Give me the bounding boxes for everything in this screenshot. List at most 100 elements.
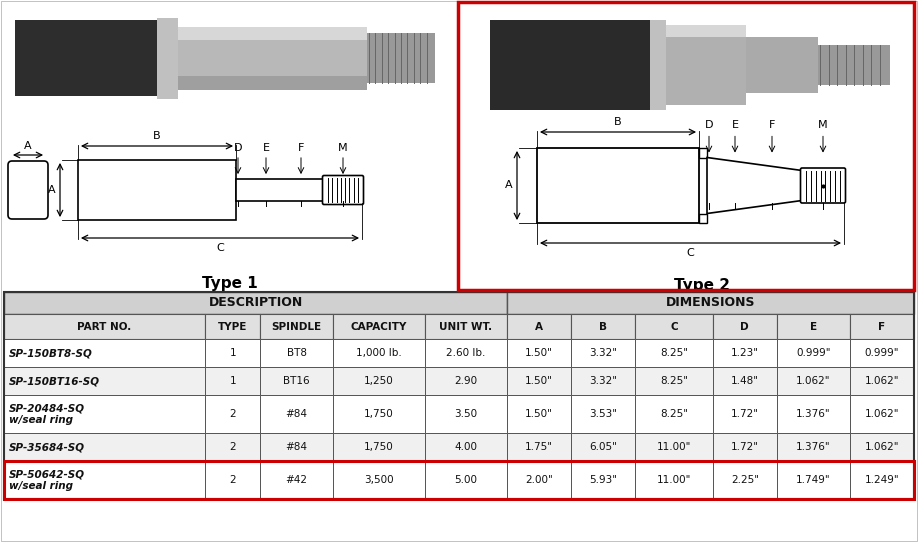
Text: 1.749": 1.749" [796,475,831,485]
Bar [15,20,157,96]
Bar [333,395,425,433]
Text: 1: 1 [230,376,236,386]
Text: SP-35684-SQ: SP-35684-SQ [9,442,85,452]
Bar [425,367,507,395]
Text: 1: 1 [230,348,236,358]
Text: 3.50: 3.50 [454,409,477,419]
Text: 2.00": 2.00" [525,475,553,485]
Text: M: M [818,120,828,131]
FancyBboxPatch shape [322,176,364,204]
Bar [635,433,712,461]
Bar [4,461,914,499]
Text: 1.75": 1.75" [525,442,553,452]
Text: UNIT WT.: UNIT WT. [440,321,492,332]
Bar [635,395,712,433]
Text: BT8: BT8 [286,348,307,358]
Bar [699,148,707,158]
Text: 2.90: 2.90 [454,376,477,386]
Bar [635,461,712,499]
Text: 3.32": 3.32" [589,376,617,386]
Text: TYPE: TYPE [218,321,247,332]
Text: #42: #42 [285,475,308,485]
Bar [178,27,367,40]
Text: SP-50642-SQ
w/seal ring: SP-50642-SQ w/seal ring [9,469,85,491]
Bar [4,395,206,433]
Bar [425,339,507,367]
Text: PART NO.: PART NO. [77,321,131,332]
Bar [157,17,178,99]
Bar [178,76,367,89]
Text: D: D [705,120,713,131]
Bar [712,339,777,367]
Text: 1.376": 1.376" [796,442,831,452]
Text: Type 2: Type 2 [674,278,730,293]
Text: 6.05": 6.05" [589,442,617,452]
Text: 1.062": 1.062" [865,442,900,452]
Bar [537,148,699,223]
Bar [850,433,914,461]
Text: 3.32": 3.32" [589,348,617,358]
Text: 2: 2 [230,442,236,452]
Text: 1,250: 1,250 [364,376,394,386]
Bar [333,433,425,461]
Text: 0.999": 0.999" [796,348,831,358]
Text: 1.72": 1.72" [731,409,759,419]
Text: SP-150BT8-SQ: SP-150BT8-SQ [9,348,93,358]
Text: 2: 2 [230,475,236,485]
Bar [4,292,914,499]
Text: D: D [234,143,242,153]
Bar [178,27,367,89]
Text: M: M [338,143,348,153]
Text: #84: #84 [285,409,308,419]
Bar [777,367,850,395]
Bar [260,367,333,395]
Text: 8.25": 8.25" [660,376,688,386]
Bar [333,339,425,367]
Bar [746,37,818,93]
Text: 1.50": 1.50" [525,348,553,358]
Polygon shape [707,158,802,214]
Text: 1.249": 1.249" [865,475,900,485]
Bar [571,461,635,499]
Bar [712,395,777,433]
Text: Type 1: Type 1 [202,276,258,291]
Bar [850,367,914,395]
Text: DESCRIPTION: DESCRIPTION [208,296,303,309]
Text: B: B [153,131,161,141]
Text: 1.72": 1.72" [731,442,759,452]
Bar [571,433,635,461]
Bar [712,314,777,339]
Bar [78,160,236,220]
Bar [333,461,425,499]
Bar [206,314,260,339]
Bar [260,339,333,367]
Bar [458,2,914,290]
Text: 1.062": 1.062" [865,376,900,386]
Bar [777,314,850,339]
Bar [260,461,333,499]
Bar [507,433,571,461]
Text: SP-20484-SQ
w/seal ring: SP-20484-SQ w/seal ring [9,403,85,425]
Bar [260,433,333,461]
Bar [260,395,333,433]
Bar [571,395,635,433]
Text: 11.00": 11.00" [656,475,691,485]
Bar [850,339,914,367]
Bar [4,314,206,339]
Bar [490,20,650,110]
Bar [777,461,850,499]
Bar [507,395,571,433]
Text: E: E [810,321,817,332]
Bar [4,367,206,395]
Bar [712,461,777,499]
Bar [367,33,435,83]
Text: SPINDLE: SPINDLE [272,321,321,332]
Text: 1.48": 1.48" [731,376,759,386]
Text: 4.00: 4.00 [454,442,477,452]
Text: E: E [263,143,270,153]
Text: 3,500: 3,500 [364,475,394,485]
Text: B: B [614,117,621,127]
Text: 3.53": 3.53" [589,409,617,419]
Text: SP-150BT16-SQ: SP-150BT16-SQ [9,376,100,386]
FancyBboxPatch shape [8,161,48,219]
